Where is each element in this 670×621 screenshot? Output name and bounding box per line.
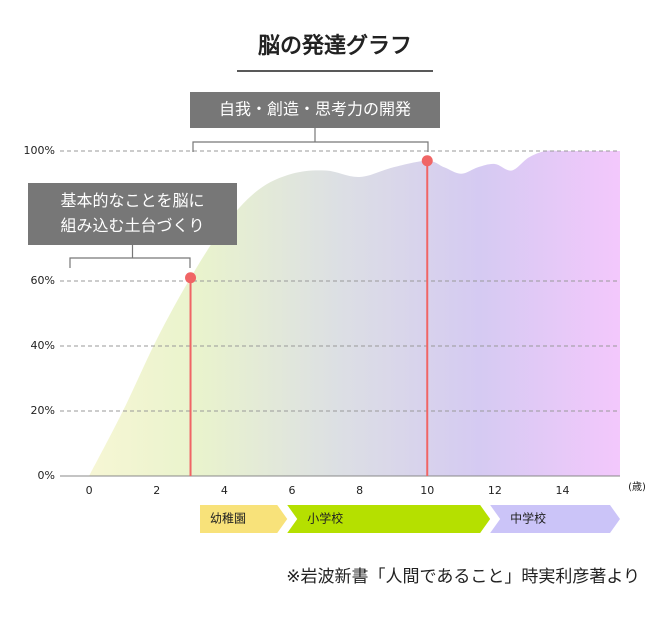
y-tick-label: 100% [24,144,55,157]
chart-title: 脳の発達グラフ [258,33,412,59]
stage-arrow [287,505,491,533]
point [421,155,433,167]
callout-bracket [69,245,191,268]
x-tick-label: 0 [86,484,93,497]
x-tick-label: 14 [556,484,570,497]
x-unit: (歳) [628,481,646,493]
x-tick-label: 10 [420,484,434,497]
y-tick-label: 20% [31,404,55,417]
x-tick-label: 12 [488,484,502,497]
stage-label: 小学校 [307,511,343,526]
x-tick-label: 2 [153,484,160,497]
callout-box [190,92,440,128]
source: ※岩波新書「人間であること」時実利彦著より [286,567,640,587]
x-tick-label: 8 [356,484,363,497]
callout-text: 基本的なことを脳に [60,191,204,210]
callout-box [28,183,237,245]
y-tick-label: 60% [31,274,55,287]
stage-arrow [200,505,288,533]
stage-arrow [490,505,620,533]
callout-text: 自我・創造・思考力の開発 [219,100,411,119]
x-tick-label: 4 [221,484,228,497]
stage-label: 中学校 [510,511,546,526]
x-tick-label: 6 [288,484,295,497]
y-tick-label: 0% [38,469,55,482]
y-tick-label: 40% [31,339,55,352]
callout-text: 組み込む土台づくり [60,216,204,235]
point [185,272,197,284]
stage-label: 幼稚園 [210,512,246,526]
callout-bracket [192,128,429,152]
